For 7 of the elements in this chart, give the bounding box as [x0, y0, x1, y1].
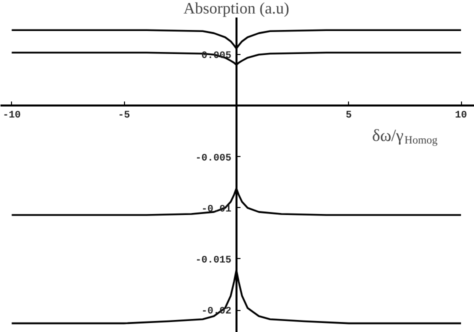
- x-tick-label: 5: [346, 110, 352, 122]
- y-tick-label: -0.015: [195, 255, 232, 266]
- y-axis-title: Absorption (a.u): [184, 0, 290, 18]
- y-tick-label: -0.005: [195, 153, 232, 164]
- x-tick-label: -5: [118, 110, 130, 122]
- x-tick-label: -10: [2, 110, 21, 122]
- x-tick-label: 10: [455, 110, 468, 122]
